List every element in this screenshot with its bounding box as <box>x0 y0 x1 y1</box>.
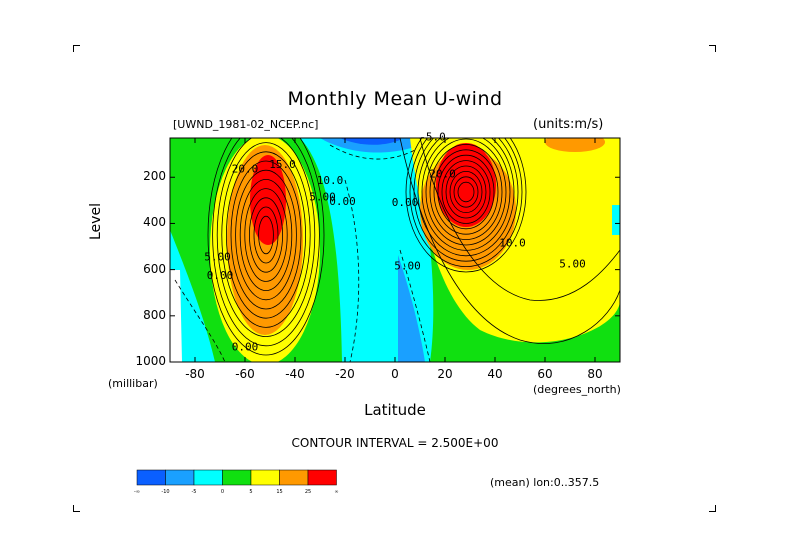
colorbar-swatch <box>136 469 166 486</box>
colorbar-swatch <box>193 469 223 486</box>
contour-label: 5.00 <box>394 260 421 273</box>
contour-south-1 <box>212 138 320 347</box>
contour-north-8 <box>437 154 495 230</box>
contour-north-1 <box>409 138 523 267</box>
colorbar-swatch <box>279 469 309 486</box>
contour-south-4 <box>225 151 306 319</box>
contour-south-11 <box>258 215 274 255</box>
colorbar-swatch <box>165 469 195 486</box>
contour-label: 5.00 <box>309 190 336 203</box>
x-tick-label: -80 <box>185 367 205 381</box>
y-tick-label: 400 <box>143 215 166 230</box>
contour-neg-4 <box>329 144 416 160</box>
crop-mark-top-right <box>709 45 716 52</box>
fill-band-tropics-neg <box>398 255 425 362</box>
crop-mark-top-left <box>73 45 80 52</box>
colorbar-label: 15 <box>276 489 282 495</box>
colorbar-swatch <box>222 469 252 486</box>
x-tick-label: 60 <box>537 367 553 381</box>
y-axis-units: (millibar) <box>108 377 158 390</box>
contour-south-3 <box>221 142 311 328</box>
contour-label: 5.00 <box>559 257 586 270</box>
contour-north-4 <box>421 138 511 251</box>
contour-label: 0.00 <box>207 269 234 282</box>
contour-north-11 <box>449 170 483 213</box>
contour-south-5 <box>230 160 302 310</box>
crop-mark-bottom-right <box>709 505 716 512</box>
contour-label: 0.00 <box>392 196 419 209</box>
contour-north-12 <box>453 176 479 208</box>
colorbar-label: ∞ <box>334 489 338 495</box>
x-tick-label: -40 <box>285 367 305 381</box>
contour-label: 10.0 <box>317 174 344 187</box>
contour-label: -5.0 <box>419 130 446 143</box>
y-tick-label: 1000 <box>135 354 166 368</box>
fill-edge-cyan <box>612 205 620 235</box>
colorbar-swatch <box>250 469 280 486</box>
contour-north-3 <box>417 138 515 257</box>
fill-jet-north-25 <box>436 143 496 227</box>
x-tick-label: 20 <box>437 367 453 381</box>
colorbar-label: -5 <box>192 489 197 495</box>
y-tick-label: 200 <box>143 169 166 184</box>
x-tick-label: -20 <box>335 367 355 381</box>
contour-label: 0.00 <box>329 195 356 208</box>
mean-longitude-label: (mean) lon:0..357.5 <box>490 476 600 489</box>
colorbar-label: -∞ <box>134 489 140 495</box>
colorbar-label: -10 <box>161 489 169 495</box>
contour-label: 0.00 <box>232 340 259 353</box>
y-tick-label: 800 <box>143 307 166 322</box>
fill-band-strat-strong-neg <box>340 138 400 145</box>
contour-south-10 <box>253 206 279 264</box>
contour-north-5 <box>425 138 507 246</box>
contour-north-0 <box>405 138 527 273</box>
contour-north-5 <box>399 138 620 344</box>
contour-label: 5.00 <box>204 250 231 263</box>
chart-title: Monthly Mean U-wind <box>287 88 503 110</box>
contour-neg-3 <box>174 279 226 362</box>
colorbar-label: 25 <box>305 489 311 495</box>
contour-north-13 <box>457 181 475 203</box>
contour-label: 20.0 <box>429 167 456 180</box>
x-tick-label: -60 <box>235 367 255 381</box>
units-label: (units:m/s) <box>533 117 604 132</box>
crop-mark-bottom-left <box>73 505 80 512</box>
x-tick-label: 80 <box>587 367 603 381</box>
colorbar-swatch <box>307 469 337 486</box>
x-tick-label: 0 <box>391 367 399 381</box>
contour-label: 10.0 <box>499 237 526 250</box>
contour-south-8 <box>244 188 288 282</box>
contour-north-6 <box>429 143 503 240</box>
contour-south-2 <box>216 138 316 337</box>
fill-missing-antarctica <box>170 270 182 362</box>
x-tick-label: 40 <box>487 367 503 381</box>
contour-neg-2 <box>399 249 431 362</box>
contour-south-9 <box>248 197 283 273</box>
x-axis-units: (degrees_north) <box>533 383 621 396</box>
y-axis-label: Level <box>88 203 104 240</box>
colorbar-label: 0 <box>221 489 224 495</box>
dataset-label: [UWND_1981-02_NCEP.nc] <box>173 118 319 131</box>
x-axis-label: Latitude <box>364 401 426 419</box>
contour-label: 15.0 <box>269 158 296 171</box>
contour-north-7 <box>433 149 499 235</box>
contour-interval-label: CONTOUR INTERVAL = 2.500E+00 <box>291 436 499 450</box>
contour-south-0 <box>207 138 325 356</box>
contour-label: 20.0 <box>232 163 259 176</box>
colorbar-label: 5 <box>249 489 252 495</box>
fill-strat-north-15 <box>545 138 605 152</box>
contour-south-6 <box>235 169 297 301</box>
y-tick-label: 600 <box>143 261 166 276</box>
contour-south-7 <box>239 178 293 291</box>
contour-north-9 <box>441 160 491 224</box>
contour-north-10 <box>419 138 620 301</box>
contour-north-10 <box>445 165 487 219</box>
